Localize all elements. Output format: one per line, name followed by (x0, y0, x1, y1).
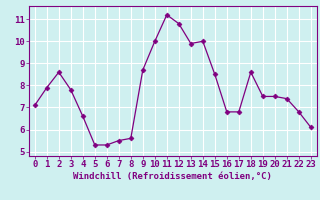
X-axis label: Windchill (Refroidissement éolien,°C): Windchill (Refroidissement éolien,°C) (73, 172, 272, 181)
